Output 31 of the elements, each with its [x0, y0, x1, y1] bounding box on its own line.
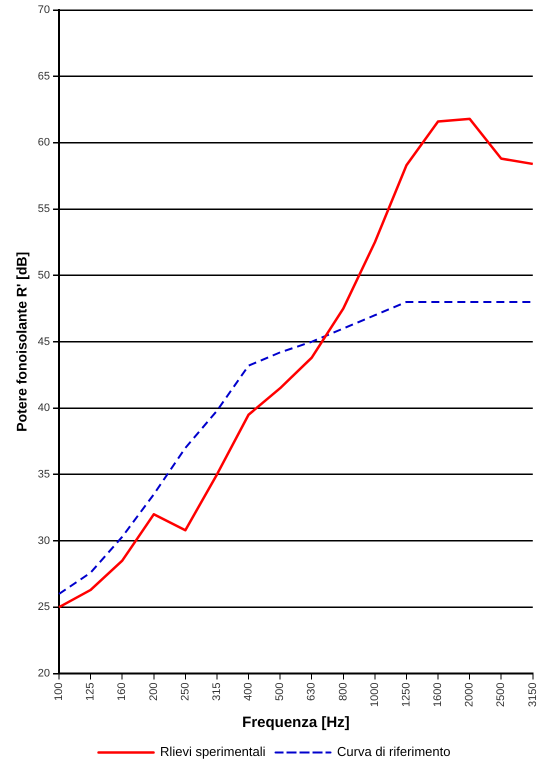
x-tick-label: 2000 — [464, 682, 476, 708]
x-axis-title: Frequenza [Hz] — [242, 714, 350, 732]
x-tick-label: 1600 — [432, 682, 444, 708]
x-tick-label: 1000 — [368, 682, 381, 708]
legend-label: Curva di riferimento — [337, 744, 450, 760]
legend-label: Rlievi sperimentali — [160, 744, 266, 760]
x-tick-label: 100 — [53, 682, 66, 701]
x-tick-label: 200 — [148, 682, 160, 701]
x-tick-label: 160 — [116, 682, 128, 701]
y-tick-label: 20 — [38, 668, 50, 680]
y-tick-label: 65 — [38, 70, 50, 82]
x-tick-label: 1250 — [400, 682, 412, 708]
x-tick-label: 400 — [242, 682, 255, 701]
y-tick-label: 70 — [38, 4, 50, 16]
x-tick-label: 2500 — [495, 682, 508, 708]
x-tick-label: 630 — [306, 682, 318, 701]
y-axis-title: Potere fonoisolante R' [dB] — [13, 252, 30, 432]
x-tick-label: 125 — [84, 682, 97, 701]
x-tick-label: 3150 — [526, 682, 539, 708]
y-tick-label: 25 — [38, 601, 50, 614]
x-tick-label: 500 — [274, 682, 286, 701]
x-tick-label: 315 — [210, 682, 223, 701]
y-tick-label: 30 — [38, 534, 50, 547]
x-tick-label: 250 — [179, 682, 192, 701]
y-tick-label: 60 — [38, 136, 50, 149]
y-tick-label: 35 — [38, 468, 50, 480]
x-tick-label: 800 — [337, 682, 350, 701]
y-tick-label: 40 — [38, 402, 50, 414]
y-tick-label: 45 — [38, 336, 50, 348]
y-tick-label: 55 — [38, 203, 50, 216]
y-tick-label: 50 — [38, 269, 50, 282]
